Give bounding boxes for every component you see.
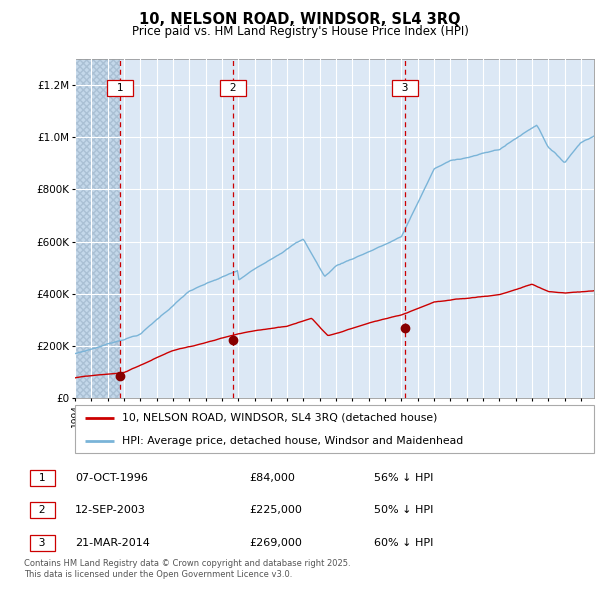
FancyBboxPatch shape xyxy=(75,405,594,453)
Text: 60% ↓ HPI: 60% ↓ HPI xyxy=(374,538,433,548)
Text: 3: 3 xyxy=(395,83,415,93)
Text: £225,000: £225,000 xyxy=(250,505,302,515)
Text: 2: 2 xyxy=(223,83,244,93)
Text: 1: 1 xyxy=(32,473,53,483)
Text: Contains HM Land Registry data © Crown copyright and database right 2025.
This d: Contains HM Land Registry data © Crown c… xyxy=(24,559,350,579)
Text: Price paid vs. HM Land Registry's House Price Index (HPI): Price paid vs. HM Land Registry's House … xyxy=(131,25,469,38)
Text: £269,000: £269,000 xyxy=(250,538,302,548)
Text: 07-OCT-1996: 07-OCT-1996 xyxy=(75,473,148,483)
Text: 56% ↓ HPI: 56% ↓ HPI xyxy=(374,473,433,483)
Text: 50% ↓ HPI: 50% ↓ HPI xyxy=(374,505,433,515)
Text: 12-SEP-2003: 12-SEP-2003 xyxy=(75,505,146,515)
Text: 1: 1 xyxy=(110,83,130,93)
Text: £84,000: £84,000 xyxy=(250,473,295,483)
Text: HPI: Average price, detached house, Windsor and Maidenhead: HPI: Average price, detached house, Wind… xyxy=(122,436,463,446)
Text: 10, NELSON ROAD, WINDSOR, SL4 3RQ: 10, NELSON ROAD, WINDSOR, SL4 3RQ xyxy=(139,12,461,27)
Text: 10, NELSON ROAD, WINDSOR, SL4 3RQ (detached house): 10, NELSON ROAD, WINDSOR, SL4 3RQ (detac… xyxy=(122,413,437,423)
Text: 2: 2 xyxy=(32,505,53,515)
Bar xyxy=(75,59,120,398)
Text: 21-MAR-2014: 21-MAR-2014 xyxy=(75,538,149,548)
Text: 3: 3 xyxy=(32,538,53,548)
